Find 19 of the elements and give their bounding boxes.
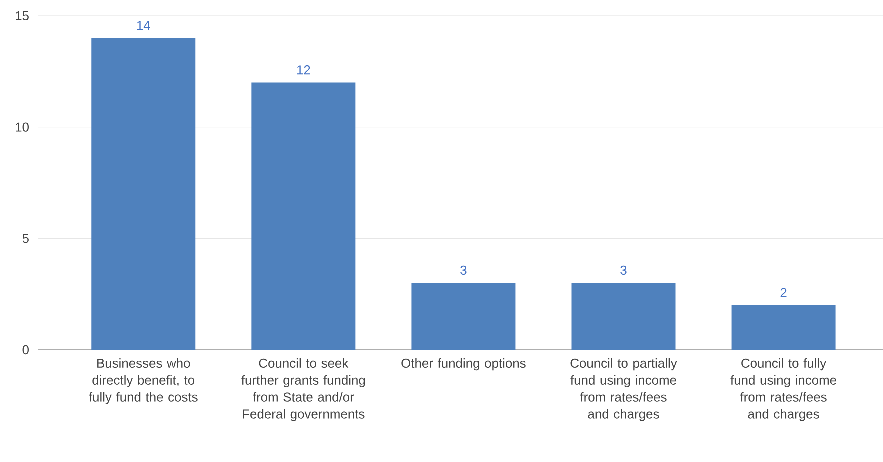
x-tick-label: Council to seek further grants funding from State and/or Federal governments	[242, 358, 366, 422]
bar	[572, 283, 676, 350]
y-tick-label: 15	[16, 11, 29, 21]
x-tick-label: Businesses who directly benefit, to fully fund the costs	[89, 358, 198, 404]
data-label: 2	[780, 288, 787, 298]
y-tick-label: 0	[22, 345, 29, 355]
x-tick-label: Other funding options	[402, 358, 526, 371]
data-label: 12	[297, 66, 310, 75]
data-label: 3	[620, 266, 627, 275]
bar	[92, 38, 196, 350]
x-tick-label: Council to fully fund using income from rates/fees and charges	[730, 358, 836, 422]
bar	[732, 305, 836, 350]
x-tick-label: Council to partially fund using income from rates/fees and charges	[570, 358, 678, 422]
data-label: 14	[137, 21, 150, 30]
y-tick-label: 5	[22, 234, 29, 244]
y-tick-label: 10	[16, 122, 29, 132]
data-label: 3	[460, 266, 467, 275]
bar	[412, 283, 516, 350]
bar	[252, 82, 356, 350]
